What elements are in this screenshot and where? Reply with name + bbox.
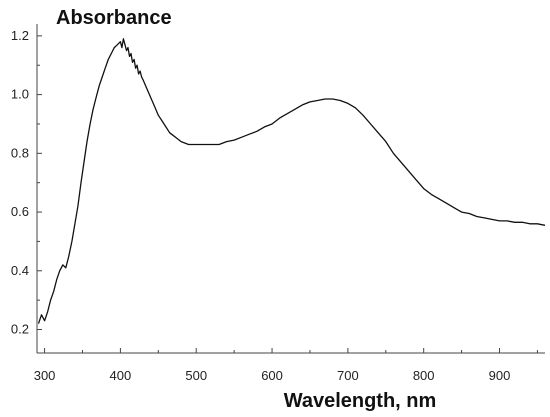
- absorbance-series-line: [37, 38, 546, 324]
- x-tick-label: 900: [489, 368, 511, 383]
- x-tick-label: 800: [413, 368, 435, 383]
- x-tick-label: 400: [110, 368, 132, 383]
- y-tick-label: 1.0: [11, 87, 29, 102]
- x-axis-title: Wavelength, nm: [284, 390, 437, 412]
- x-tick-label: 500: [185, 368, 207, 383]
- y-tick-label: 0.8: [11, 145, 29, 160]
- x-tick-label: 600: [261, 368, 283, 383]
- y-tick-label: 1.2: [11, 28, 29, 43]
- y-tick-label: 0.4: [11, 263, 29, 278]
- plot-area: 0.2 0.4 0.6 0.8 1.0 1.2 300 400 500 600 700 800 900: [11, 24, 546, 383]
- y-axis-title: Absorbance: [56, 7, 172, 29]
- y-tick-label: 0.6: [11, 204, 29, 219]
- y-tick-label: 0.2: [11, 322, 29, 337]
- x-tick-label: 700: [337, 368, 359, 383]
- x-tick-label: 300: [34, 368, 56, 383]
